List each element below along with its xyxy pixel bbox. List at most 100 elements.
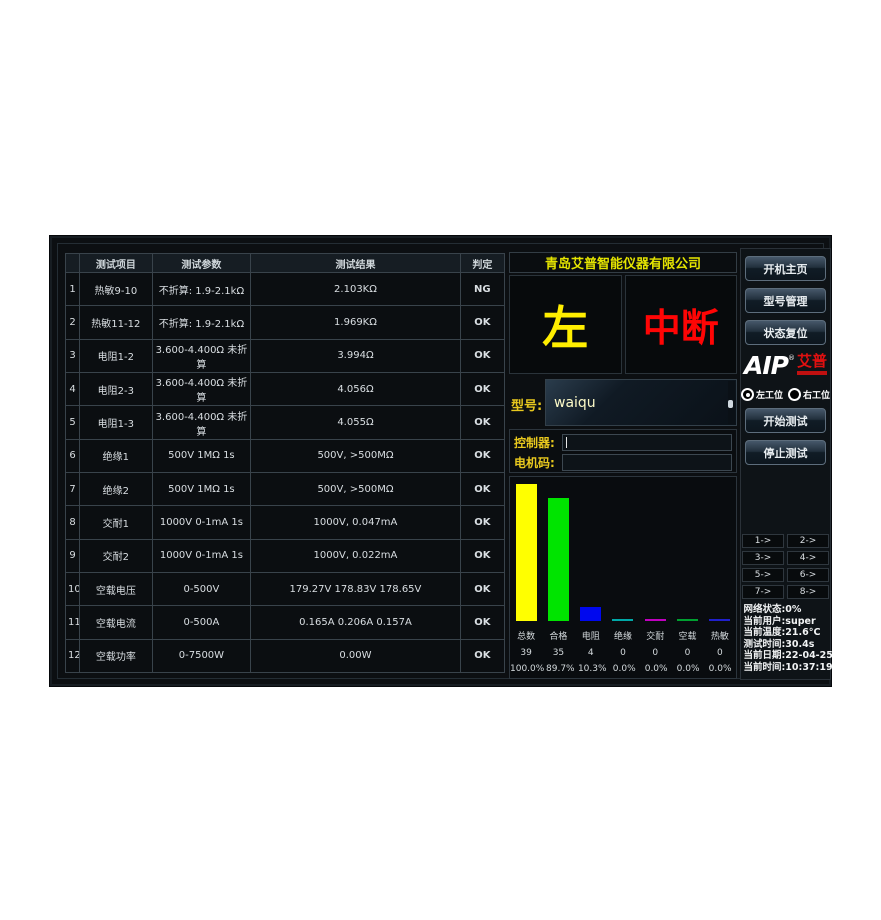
row-number: 3	[64, 338, 81, 374]
model-manage-button[interactable]: 型号管理	[745, 288, 826, 313]
cell-judge: OK	[459, 472, 506, 507]
status-reset-button[interactable]: 状态复位	[745, 320, 826, 345]
cell-param: 500V 1MΩ 1s	[151, 438, 252, 474]
cell-result: 2.103KΩ	[250, 272, 461, 307]
cell-param: 3.600-4.400Ω 未折算	[151, 405, 252, 440]
radio-selected-icon	[741, 388, 754, 401]
cell-result: 500V, >500MΩ	[250, 438, 461, 474]
table-row[interactable]: 4 电阻2-3 3.600-4.400Ω 未折算 4.056Ω OK	[64, 372, 506, 407]
table-row[interactable]: 11 空载电流 0-500A 0.165A 0.206A 0.157A OK	[64, 605, 506, 640]
cell-item: 电阻2-3	[79, 372, 153, 407]
motor-code-label: 电机码:	[514, 455, 555, 470]
company-title: 青岛艾普智能仪器有限公司	[509, 252, 737, 273]
chart-column-noload	[671, 481, 703, 621]
cell-item: 绝缘1	[79, 438, 153, 474]
aip-logo: AIP ® 艾普	[744, 353, 827, 385]
chart-bar	[709, 619, 731, 621]
model-combobox[interactable]: waiqu	[545, 379, 737, 426]
motor-code-input[interactable]	[562, 453, 732, 471]
cell-result: 1.969KΩ	[250, 305, 461, 340]
cell-param: 0-500V	[151, 571, 252, 607]
cell-result: 179.27V 178.83V 178.65V	[250, 571, 461, 607]
chart-bar	[644, 619, 666, 621]
chart-column-pass	[542, 481, 574, 621]
cell-judge: OK	[459, 505, 506, 540]
station-panel: 左	[509, 275, 622, 374]
cell-result: 500V, >500MΩ	[250, 472, 461, 507]
model-label: 型号:	[511, 399, 543, 414]
table-row[interactable]: 2 热敏11-12 不折算: 1.9-2.1kΩ 1.969KΩ OK	[64, 305, 506, 340]
chart-column-resistance	[575, 481, 607, 621]
aip-logo-chinese: 艾普	[796, 352, 827, 370]
table-row[interactable]: 12 空载功率 0-7500W 0.00W OK	[64, 638, 506, 674]
channel-cell[interactable]: 2->	[787, 534, 829, 548]
channel-cell[interactable]: 4->	[787, 551, 829, 565]
row-number: 1	[64, 272, 81, 307]
cell-result-selected[interactable]: 1000V, 0.047mA	[250, 505, 461, 540]
logo-red-bar	[796, 371, 827, 375]
current-time: 当前时间:10:37:19	[743, 661, 833, 673]
controller-row: 控制器:	[514, 433, 732, 451]
row-number: 5	[64, 405, 81, 440]
table-row[interactable]: 1 热敏9-10 不折算: 1.9-2.1kΩ 2.103KΩ NG	[64, 272, 506, 307]
cell-result: 0.00W	[250, 638, 461, 674]
controller-input[interactable]	[562, 433, 732, 451]
cell-param: 0-500A	[151, 605, 252, 640]
chart-column-hipot	[639, 481, 671, 621]
serial-input-panel: 控制器: 电机码:	[509, 429, 737, 473]
cell-param: 3.600-4.400Ω 未折算	[151, 372, 252, 407]
chart-bars	[510, 481, 736, 621]
cell-item: 绝缘2	[79, 472, 153, 507]
row-number: 7	[64, 472, 81, 507]
channel-grid: 1-> 2-> 3-> 4-> 5-> 6-> 7-> 8->	[742, 534, 829, 599]
station-indicator: 左	[542, 300, 589, 355]
cell-judge: OK	[459, 338, 506, 374]
aip-logo-text: AIP	[744, 351, 789, 380]
chart-column-thermistor	[704, 481, 736, 621]
cell-param: 不折算: 1.9-2.1kΩ	[151, 305, 252, 340]
combobox-scrollbar[interactable]	[728, 381, 735, 424]
cell-item: 空载电压	[79, 571, 153, 607]
chart-percent-labels: 100.0% 89.7% 10.3% 0.0% 0.0% 0.0% 0.0%	[510, 664, 732, 674]
header-judge: 判定	[459, 252, 506, 274]
cell-result: 1000V, 0.022mA	[250, 538, 461, 573]
current-temperature: 当前温度:21.6°C	[743, 627, 821, 638]
row-number: 4	[64, 372, 81, 407]
text-cursor	[566, 436, 567, 448]
stop-test-button[interactable]: 停止测试	[745, 440, 826, 465]
cell-judge: OK	[459, 372, 506, 407]
start-test-button[interactable]: 开始测试	[745, 408, 826, 433]
cell-param: 不折算: 1.9-2.1kΩ	[151, 272, 252, 307]
home-button[interactable]: 开机主页	[745, 256, 826, 281]
table-row[interactable]: 8 交耐1 1000V 0-1mA 1s 1000V, 0.047mA OK	[64, 505, 506, 540]
controller-label: 控制器:	[514, 435, 555, 450]
radio-unselected-icon	[788, 388, 801, 401]
channel-cell[interactable]: 5->	[742, 568, 784, 582]
cell-result: 4.056Ω	[250, 372, 461, 407]
table-row[interactable]: 5 电阻1-3 3.600-4.400Ω 未折算 4.055Ω OK	[64, 405, 506, 440]
channel-cell[interactable]: 8->	[787, 585, 829, 599]
cell-result: 0.165A 0.206A 0.157A	[250, 605, 461, 640]
row-number: 10	[64, 571, 81, 607]
cell-item: 电阻1-2	[79, 338, 153, 374]
table-row[interactable]: 3 电阻1-2 3.600-4.400Ω 未折算 3.994Ω OK	[64, 338, 506, 374]
status-panels: 左 中断	[509, 275, 737, 374]
channel-cell[interactable]: 1->	[742, 534, 784, 548]
channel-cell[interactable]: 7->	[742, 585, 784, 599]
left-station-radio[interactable]: 左工位	[741, 388, 783, 401]
channel-cell[interactable]: 3->	[742, 551, 784, 565]
header-item: 测试项目	[79, 252, 153, 274]
registered-mark: ®	[787, 354, 795, 362]
cell-param: 1000V 0-1mA 1s	[151, 505, 252, 540]
cell-param: 1000V 0-1mA 1s	[151, 538, 252, 573]
channel-cell[interactable]: 6->	[787, 568, 829, 582]
chart-bar	[677, 619, 699, 621]
table-row[interactable]: 6 绝缘1 500V 1MΩ 1s 500V, >500MΩ OK	[64, 438, 506, 474]
cell-judge: NG	[459, 272, 506, 307]
right-station-radio[interactable]: 右工位	[788, 388, 830, 401]
table-row[interactable]: 9 交耐2 1000V 0-1mA 1s 1000V, 0.022mA OK	[64, 538, 506, 573]
table-row[interactable]: 10 空载电压 0-500V 179.27V 178.83V 178.65V O…	[64, 571, 506, 607]
current-user: 当前用户:super	[743, 615, 816, 627]
scrollbar-thumb[interactable]	[728, 400, 733, 408]
table-row[interactable]: 7 绝缘2 500V 1MΩ 1s 500V, >500MΩ OK	[64, 472, 506, 507]
